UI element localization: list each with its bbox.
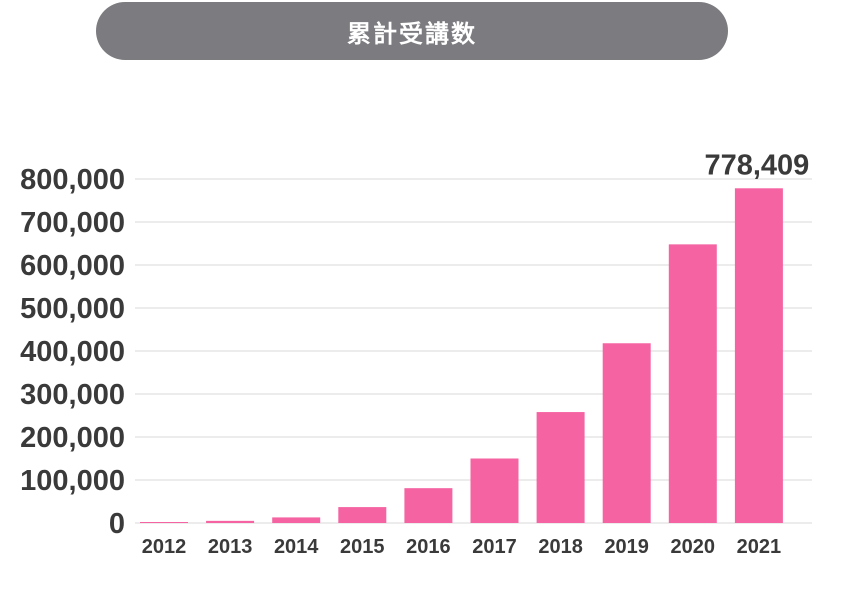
x-tick-label: 2016	[406, 536, 451, 558]
bar	[734, 188, 783, 524]
y-tick-label: 400,000	[20, 336, 125, 368]
y-axis-ticks: 0 100,000 200,000 300,000 400,000 500,000 600,…	[20, 164, 125, 540]
y-tick-label: 300,000	[20, 379, 125, 411]
y-tick-label: 0	[109, 508, 125, 540]
x-tick-label: 2015	[340, 536, 385, 558]
y-tick-label: 600,000	[20, 250, 125, 282]
y-tick-label: 700,000	[20, 207, 125, 239]
y-tick-label: 200,000	[20, 422, 125, 454]
bar	[602, 343, 651, 523]
bars	[140, 188, 783, 524]
bar	[404, 488, 453, 523]
x-tick-label: 2020	[671, 536, 716, 558]
y-tick-label: 500,000	[20, 293, 125, 325]
bar	[272, 517, 321, 523]
bar	[536, 412, 585, 523]
bar	[206, 520, 255, 523]
data-labels: 778,409	[704, 149, 809, 181]
y-tick-label: 100,000	[20, 465, 125, 497]
x-tick-label: 2019	[604, 536, 649, 558]
chart-title: 累計受講数	[96, 2, 728, 60]
x-tick-label: 2017	[472, 536, 517, 558]
bar	[338, 507, 387, 523]
data-label: 778,409	[704, 149, 809, 181]
x-axis-ticks: 2012 2013 2014 2015 2016 2017 2018 2019 2020 2021	[142, 536, 781, 558]
bar	[470, 458, 519, 523]
x-tick-label: 2018	[538, 536, 583, 558]
x-tick-label: 2021	[737, 536, 782, 558]
bar	[668, 244, 717, 524]
bar	[140, 522, 188, 523]
x-tick-label: 2013	[208, 536, 253, 558]
y-tick-label: 800,000	[20, 164, 125, 196]
x-tick-label: 2014	[274, 536, 319, 558]
x-tick-label: 2012	[142, 536, 187, 558]
